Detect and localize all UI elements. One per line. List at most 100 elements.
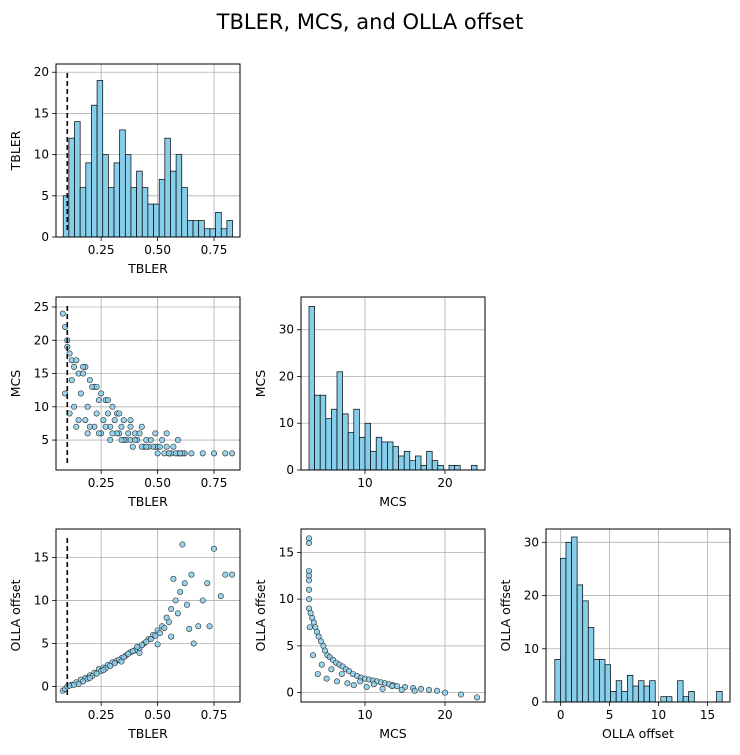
x-tick-label: 0.25 bbox=[88, 708, 115, 722]
x-axis-label: MCS bbox=[379, 494, 407, 509]
histogram-bar bbox=[426, 450, 433, 471]
x-tick-label: 5 bbox=[606, 708, 614, 722]
histogram-bar bbox=[79, 187, 87, 238]
scatter-point bbox=[363, 684, 370, 691]
histogram-bar bbox=[215, 211, 222, 238]
points bbox=[59, 541, 236, 694]
histogram-bar bbox=[415, 455, 422, 471]
histogram-bar bbox=[660, 696, 667, 703]
scatter-point bbox=[147, 437, 154, 444]
scatter-point bbox=[199, 450, 206, 457]
scatter-point bbox=[154, 450, 161, 457]
scatter-point bbox=[80, 363, 87, 370]
scatter-point bbox=[84, 403, 91, 410]
y-tick-label: 20 bbox=[34, 65, 49, 79]
x-tick-label: 10 bbox=[651, 708, 666, 722]
histogram-bar bbox=[615, 680, 623, 703]
histogram-bar bbox=[158, 178, 166, 238]
y-axis-label: OLLA offset bbox=[253, 579, 268, 651]
scatter-point bbox=[159, 437, 166, 444]
histogram-bar bbox=[336, 371, 343, 471]
histogram-bar bbox=[643, 685, 650, 703]
x-axis-label: TBLER bbox=[127, 494, 168, 509]
histogram-bar bbox=[209, 228, 216, 238]
x-tick-label: 20 bbox=[437, 708, 452, 722]
histogram-bar bbox=[688, 691, 695, 703]
histogram-bar bbox=[381, 441, 388, 471]
histogram-bar bbox=[565, 541, 572, 703]
histogram-bar bbox=[164, 137, 171, 238]
scatter-point bbox=[211, 545, 218, 552]
y-tick-label: 25 bbox=[34, 300, 49, 314]
ticks: 0.25 0.50 0.75 0 5 10 15 20 bbox=[34, 65, 228, 257]
scatter-point bbox=[68, 377, 75, 384]
histogram-bar bbox=[96, 80, 104, 238]
scatter-point bbox=[321, 647, 328, 654]
x-tick-label: 0.25 bbox=[88, 476, 115, 490]
scatter-point bbox=[86, 423, 93, 430]
y-tick-label: 5 bbox=[41, 433, 49, 447]
histogram-bar bbox=[147, 203, 154, 238]
histogram-bar bbox=[604, 664, 611, 703]
scatter-point bbox=[309, 652, 316, 659]
x-tick-label: 0.50 bbox=[144, 708, 171, 722]
histogram-bar bbox=[716, 691, 723, 703]
scatter-point bbox=[80, 370, 87, 377]
histogram-bar bbox=[621, 691, 628, 703]
x-tick-label: 0.50 bbox=[144, 476, 171, 490]
y-tick-label: 0 bbox=[41, 680, 49, 694]
scatter-point bbox=[129, 443, 136, 450]
x-tick-label: 0 bbox=[557, 708, 565, 722]
scatter-point bbox=[168, 606, 175, 613]
scatter-point bbox=[109, 403, 116, 410]
panel-tbler-vs-mcs: 0.25 0.50 0.75 5 10 15 20 25 TBLER MCS bbox=[8, 296, 241, 509]
scatter-point bbox=[229, 450, 236, 457]
histogram-bar bbox=[364, 422, 371, 471]
panel-tbler-vs-olla: 0.25 0.50 0.75 0 5 10 15 TBLER OLLA offset bbox=[8, 528, 241, 741]
scatter-point bbox=[127, 423, 134, 430]
histogram-bar bbox=[342, 413, 349, 471]
scatter-point bbox=[118, 437, 125, 444]
y-tick-label: 5 bbox=[41, 189, 49, 203]
y-tick-label: 15 bbox=[34, 106, 49, 120]
scatter-point bbox=[86, 377, 93, 384]
histogram-bar bbox=[347, 432, 355, 471]
scatter-point bbox=[111, 660, 118, 667]
histogram-bar bbox=[181, 187, 188, 238]
scatter-point bbox=[217, 593, 224, 600]
histogram-bar bbox=[108, 187, 115, 238]
histogram-bar bbox=[187, 220, 194, 238]
x-tick-label: 20 bbox=[437, 476, 452, 490]
histogram-bar bbox=[666, 696, 673, 703]
x-axis-label: TBLER bbox=[127, 726, 168, 741]
scatter-point bbox=[417, 685, 424, 692]
axes-frame bbox=[300, 296, 486, 471]
x-tick-label: 0.75 bbox=[201, 476, 228, 490]
scatter-point bbox=[379, 685, 386, 692]
scatter-point bbox=[118, 658, 125, 665]
scatter-point bbox=[168, 633, 175, 640]
y-tick-label: 5 bbox=[41, 636, 49, 650]
scatter-point bbox=[161, 624, 168, 631]
scatter-point bbox=[181, 580, 188, 587]
y-tick-label: 20 bbox=[279, 369, 294, 383]
scatter-point bbox=[172, 597, 179, 604]
histogram-bar bbox=[119, 129, 126, 238]
scatter-point bbox=[156, 630, 163, 637]
scatter-point bbox=[125, 430, 132, 437]
scatter-point bbox=[338, 670, 345, 677]
x-axis-label: MCS bbox=[379, 726, 407, 741]
y-tick-label: 0 bbox=[41, 230, 49, 244]
y-tick-label: 10 bbox=[34, 400, 49, 414]
y-tick-label: 15 bbox=[279, 545, 294, 559]
histogram-bar bbox=[448, 464, 455, 471]
histogram-bar bbox=[175, 154, 183, 238]
x-tick-label: 10 bbox=[357, 708, 372, 722]
panel-mcs-hist: 10 20 0 10 20 30 MCS MCS bbox=[253, 296, 486, 509]
histogram-bar bbox=[226, 220, 233, 238]
scatter-point bbox=[163, 443, 170, 450]
histogram-bar bbox=[130, 187, 137, 238]
y-tick-label: 0 bbox=[286, 463, 294, 477]
scatter-point bbox=[345, 668, 352, 675]
scatter-point bbox=[195, 623, 202, 630]
